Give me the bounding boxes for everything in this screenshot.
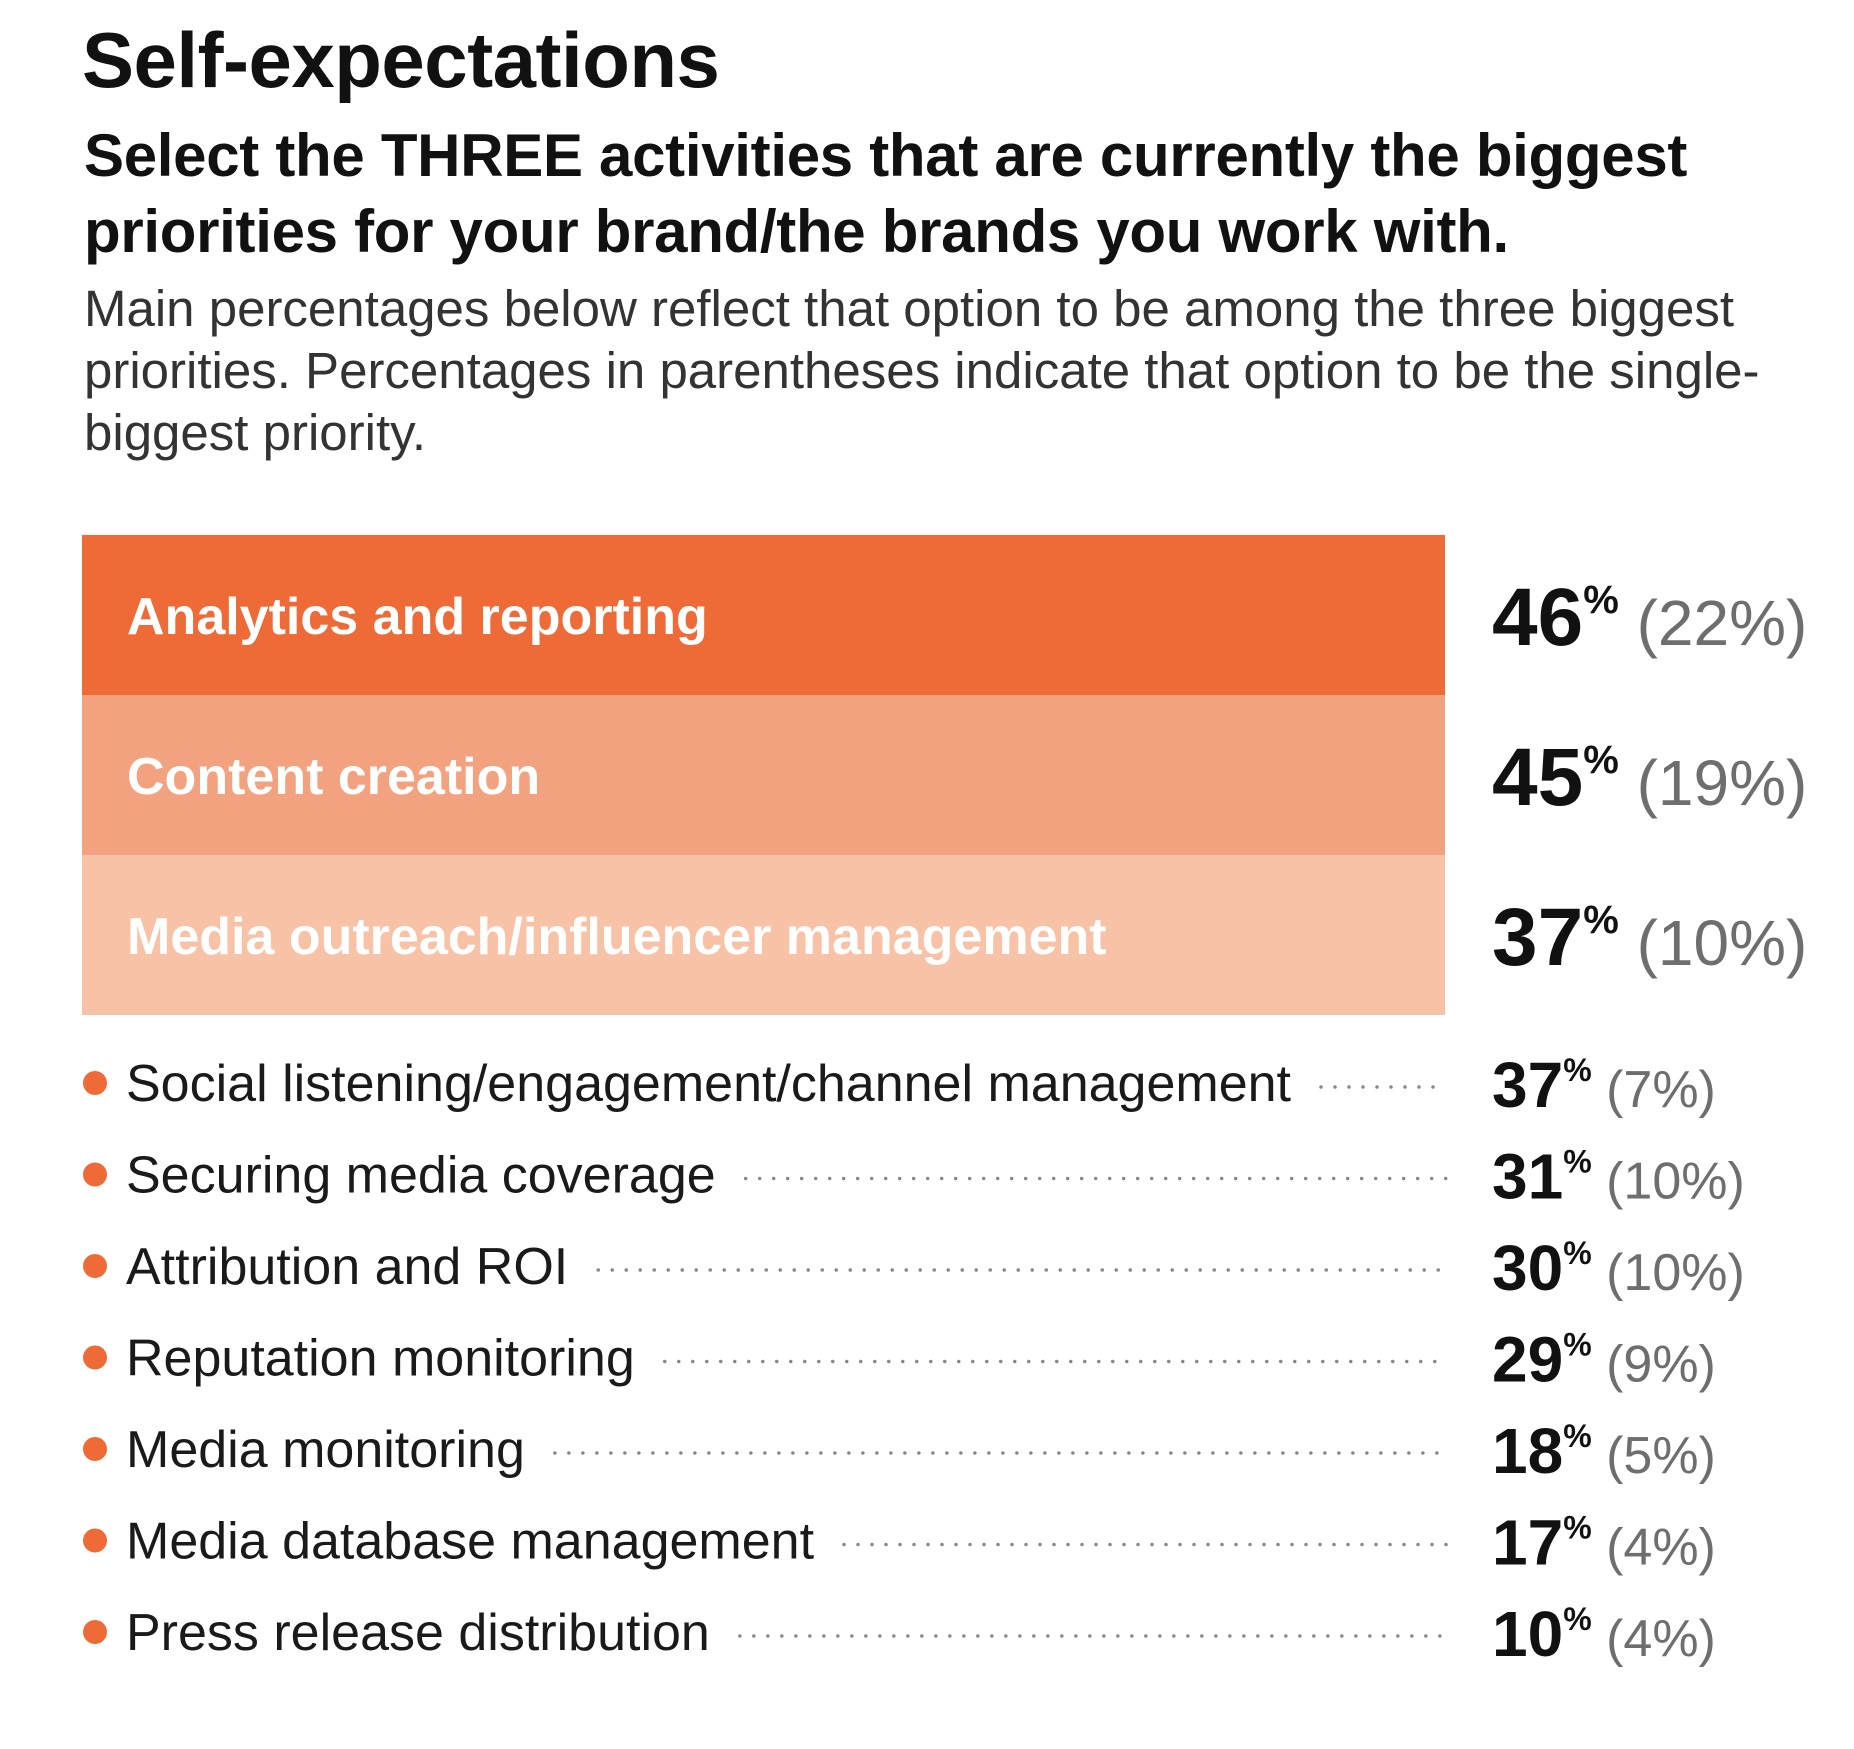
highlight-label-2: Content creation (127, 748, 540, 806)
list-label-4: Reputation monitoring (126, 1330, 635, 1388)
bullet-1 (83, 1071, 107, 1095)
bullet-3 (83, 1254, 107, 1278)
list-label-5: Media monitoring (126, 1421, 525, 1479)
list-label-7: Press release distribution (126, 1604, 710, 1662)
list-label-1: Social listening/engagement/channel mana… (126, 1055, 1292, 1113)
highlight-band-3 (82, 855, 1445, 1015)
list-value-2: 31% (10%) (1492, 1141, 1745, 1213)
chart-title: Self-expectations (82, 16, 720, 104)
list-value-1: 37% (7%) (1492, 1049, 1716, 1121)
highlight-band-2 (82, 695, 1445, 855)
chart-subtitle: Select the THREE activities that are cur… (84, 122, 1688, 265)
list-value-7: 10% (4%) (1492, 1598, 1716, 1670)
bullet-7 (83, 1620, 107, 1644)
list-label-2: Securing media coverage (126, 1147, 716, 1205)
bullet-4 (83, 1345, 107, 1370)
highlight-value-2: 45% (19%) (1492, 732, 1807, 823)
list-value-5: 18% (5%) (1492, 1415, 1716, 1487)
list-value-6: 17% (4%) (1492, 1507, 1716, 1579)
bullet-2 (83, 1162, 107, 1187)
highlight-label-1: Analytics and reporting (127, 588, 708, 646)
chart-note: Main percentages below reflect that opti… (84, 280, 1760, 461)
list-label-3: Attribution and ROI (126, 1238, 568, 1296)
highlight-label-3: Media outreach/influencer management (127, 908, 1107, 966)
highlight-value-3: 37% (10%) (1492, 892, 1807, 983)
bullet-6 (83, 1528, 107, 1553)
highlight-value-1: 46% (22%) (1492, 572, 1807, 663)
list-value-4: 29% (9%) (1492, 1324, 1716, 1396)
highlight-band-1 (82, 535, 1445, 695)
list-value-3: 30% (10%) (1492, 1232, 1745, 1304)
bullet-5 (83, 1437, 107, 1461)
list-label-6: Media database management (126, 1513, 815, 1571)
